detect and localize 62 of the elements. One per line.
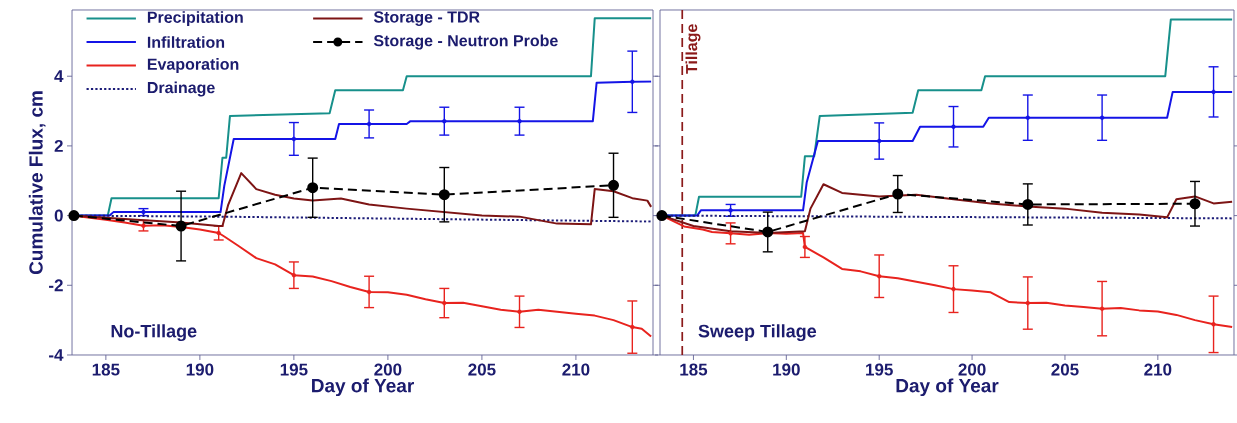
- point: [517, 309, 522, 314]
- point: [1099, 115, 1105, 120]
- point: [442, 118, 447, 124]
- ref-line-label: Tillage: [685, 24, 701, 74]
- x-tick-label: 185: [92, 363, 120, 376]
- y-tick-label: 4: [54, 70, 64, 83]
- point: [877, 138, 882, 144]
- y-tick-label: 0: [54, 209, 63, 222]
- legend-label: Drainage: [147, 81, 215, 97]
- point: [366, 121, 372, 127]
- annotation: Sweep Tillage: [698, 324, 817, 342]
- point: [307, 182, 319, 194]
- point: [877, 274, 882, 279]
- point: [291, 136, 297, 142]
- x-tick-label: 190: [186, 363, 214, 376]
- point: [1211, 89, 1216, 95]
- point: [291, 272, 297, 278]
- point: [141, 223, 146, 228]
- point: [1022, 198, 1034, 210]
- point: [517, 118, 522, 124]
- point: [630, 79, 635, 84]
- y-axis-title: Cumulative Flux, cm: [28, 91, 46, 275]
- point: [68, 210, 80, 222]
- point: [951, 286, 956, 292]
- annotation: No-Tillage: [111, 324, 197, 342]
- point: [608, 179, 620, 191]
- point: [442, 300, 447, 306]
- point: [1099, 306, 1105, 311]
- point: [1211, 322, 1216, 327]
- point: [1189, 198, 1201, 210]
- y-tick-label: -2: [49, 279, 63, 292]
- x-tick-label: 195: [280, 363, 308, 376]
- point: [951, 124, 956, 129]
- point: [1025, 115, 1030, 120]
- point: [892, 188, 904, 200]
- point: [366, 289, 372, 295]
- x-tick-label: 205: [468, 363, 496, 376]
- legend-label: Storage - TDR: [373, 11, 480, 26]
- point: [656, 210, 668, 222]
- x-tick-label: 210: [562, 363, 590, 376]
- legend-label: Precipitation: [147, 11, 243, 27]
- x-tick-label: 195: [866, 363, 893, 376]
- legend-label: Storage - Neutron Probe: [373, 34, 558, 50]
- x-tick-label: 200: [374, 363, 402, 376]
- x-tick-label: 185: [680, 363, 708, 376]
- point: [1025, 300, 1030, 306]
- y-tick-label: 2: [54, 139, 63, 152]
- y-tick-label: -4: [49, 349, 64, 361]
- x-tick-label: 200: [958, 363, 986, 376]
- point: [438, 189, 450, 201]
- x-axis-title: Day of Year: [312, 378, 414, 397]
- point: [728, 231, 733, 236]
- point: [802, 244, 808, 250]
- point: [630, 324, 635, 330]
- point: [216, 230, 221, 236]
- x-tick-label: 190: [773, 363, 800, 376]
- point: [728, 208, 733, 213]
- x-axis-title: Day of Year: [896, 378, 999, 397]
- x-tick-label: 205: [1051, 363, 1079, 376]
- legend-label: Evaporation: [147, 58, 239, 73]
- legend-label: Infiltration: [147, 36, 225, 48]
- x-tick-label: 210: [1144, 363, 1172, 376]
